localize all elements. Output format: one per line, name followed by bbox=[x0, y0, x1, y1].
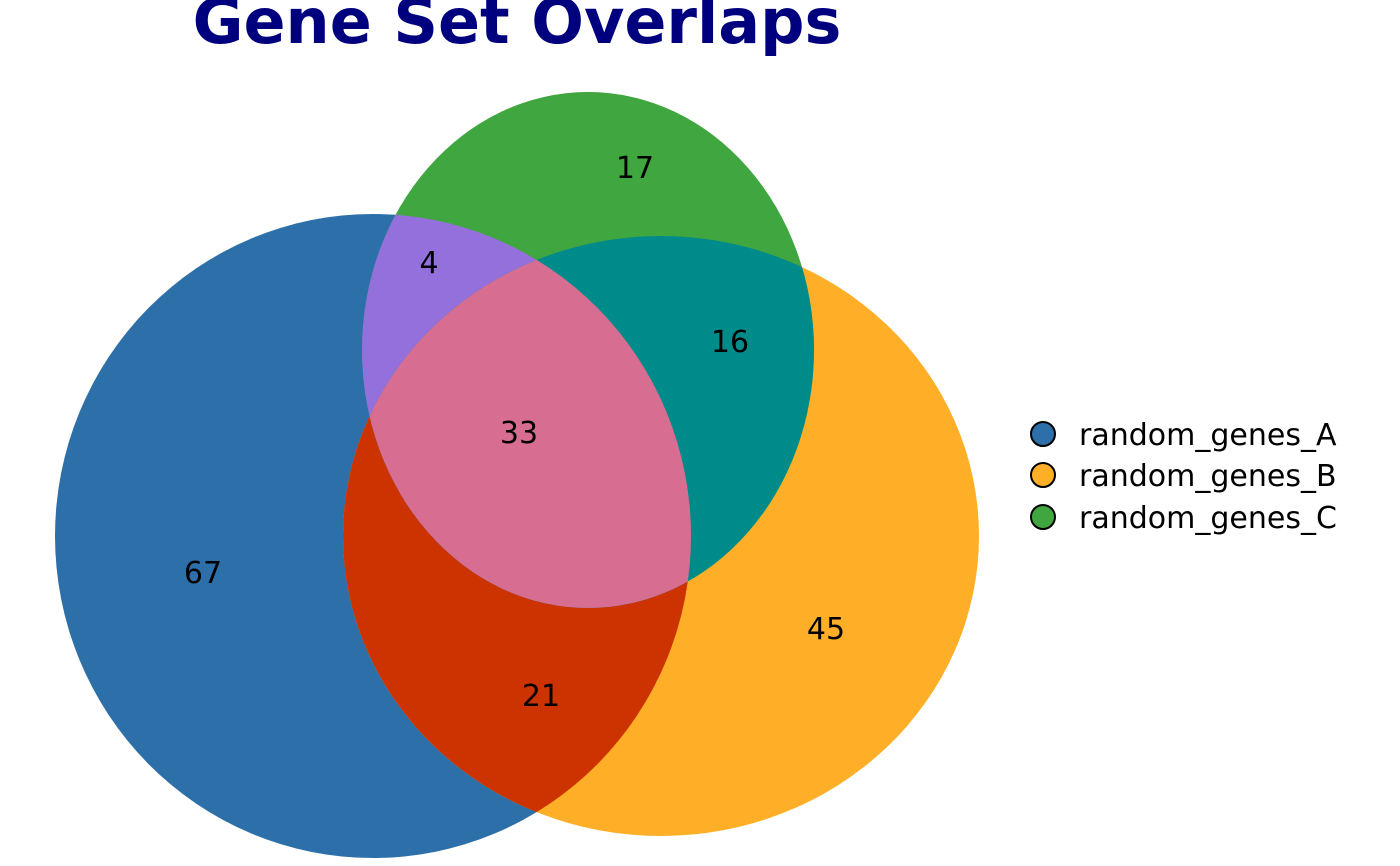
legend-label-c: random_genes_C bbox=[1079, 501, 1337, 536]
venn-shapes bbox=[55, 92, 979, 858]
region-counts: 67 45 17 21 4 16 33 bbox=[184, 151, 845, 714]
legend-marker-b bbox=[1030, 462, 1056, 488]
count-b-only: 45 bbox=[807, 612, 845, 647]
legend-item-c: random_genes_C bbox=[1030, 501, 1337, 536]
count-a-b-c: 33 bbox=[500, 416, 538, 451]
legend-label-b: random_genes_B bbox=[1079, 459, 1337, 494]
legend-label-a: random_genes_A bbox=[1079, 418, 1337, 453]
count-a-and-c: 4 bbox=[419, 246, 438, 281]
legend-marker-a bbox=[1030, 421, 1056, 447]
chart-title: Gene Set Overlaps bbox=[193, 0, 842, 58]
count-c-only: 17 bbox=[616, 151, 654, 186]
count-b-and-c: 16 bbox=[711, 325, 749, 360]
count-a-and-b: 21 bbox=[522, 679, 560, 714]
legend-marker-c bbox=[1030, 504, 1056, 530]
legend-item-a: random_genes_A bbox=[1030, 418, 1337, 453]
legend: random_genes_A random_genes_B random_gen… bbox=[1030, 418, 1337, 536]
legend-item-b: random_genes_B bbox=[1030, 459, 1337, 494]
count-a-only: 67 bbox=[184, 556, 222, 591]
